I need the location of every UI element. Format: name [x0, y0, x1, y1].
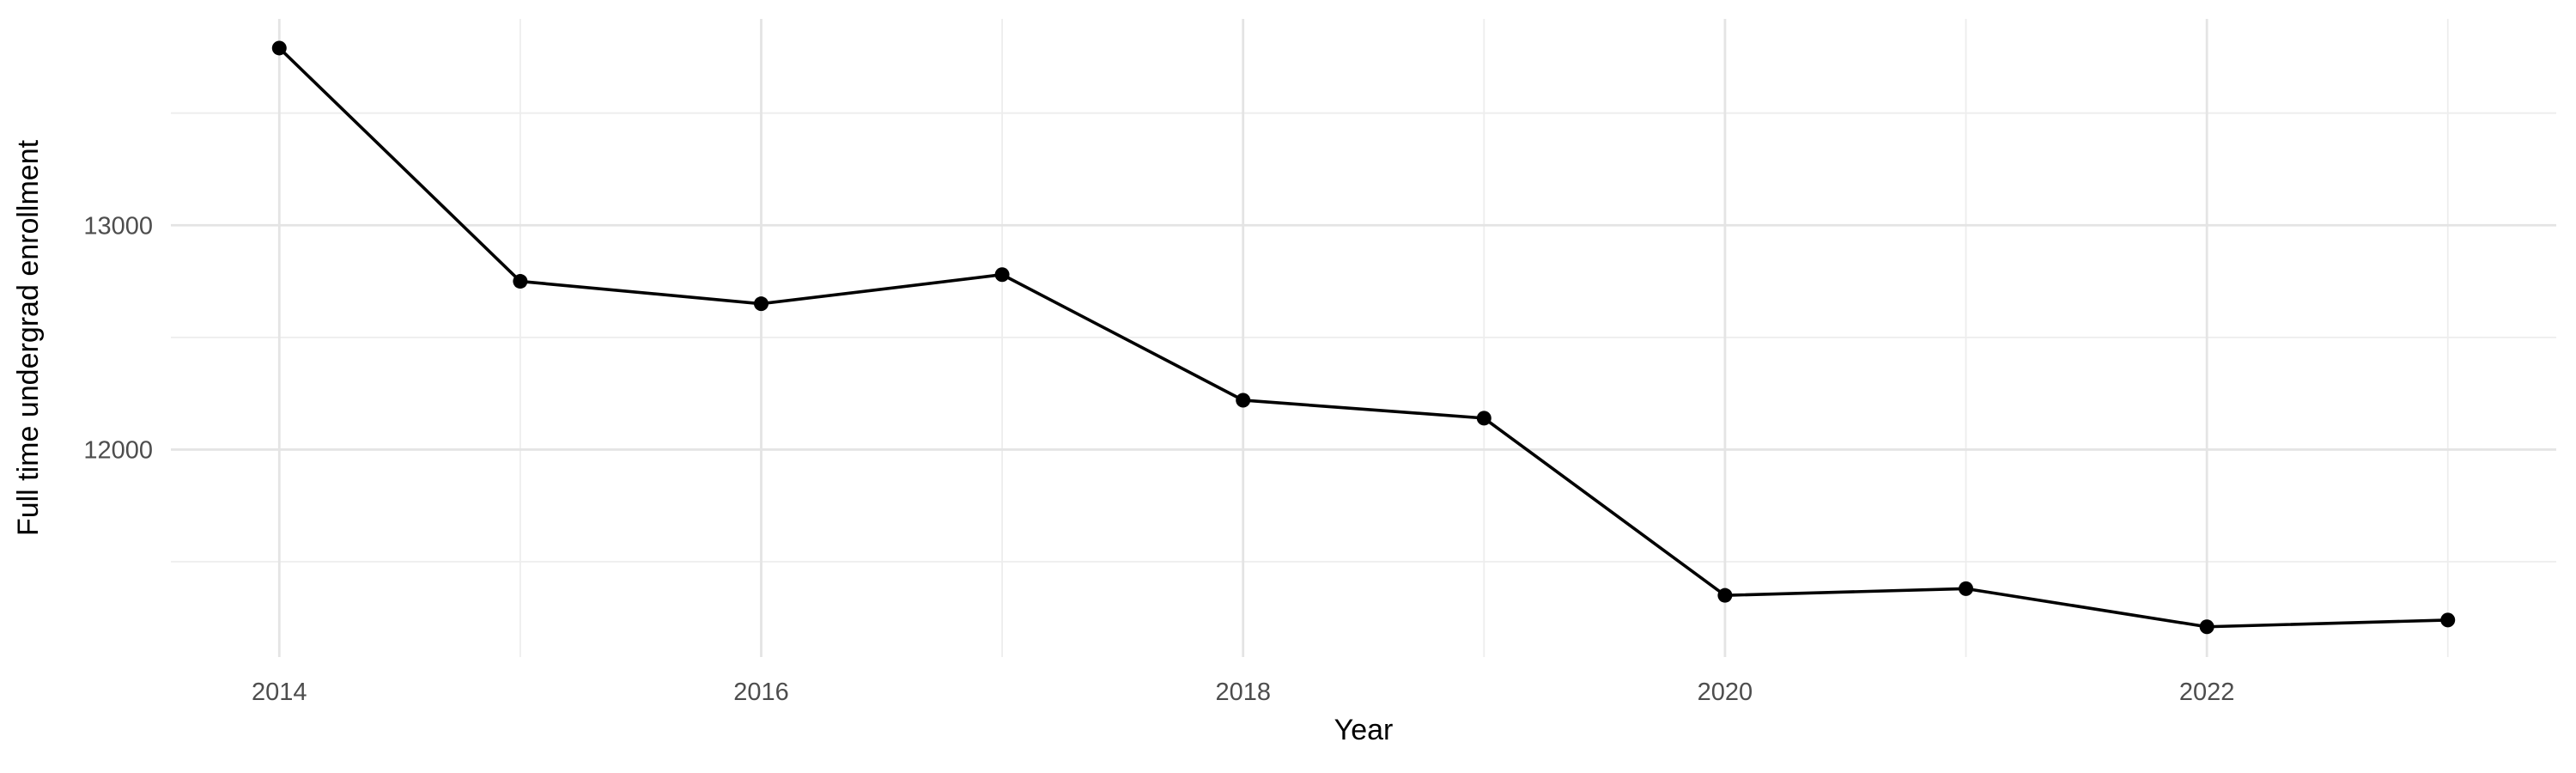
data-series-points — [271, 40, 2456, 635]
data-point-2022 — [2199, 619, 2215, 635]
x-tick-label-2022: 2022 — [2179, 679, 2235, 706]
data-point-2020 — [1717, 587, 1733, 603]
y-axis-tick-labels: 12000 13000 — [83, 212, 153, 464]
data-series-line — [278, 46, 2448, 629]
data-point-2021 — [1959, 581, 1974, 596]
x-axis-tick-labels: 2014 2016 2018 2020 2022 — [252, 679, 2234, 706]
x-tick-label-2018: 2018 — [1215, 679, 1271, 706]
y-axis-title: Full time undergrad enrollment — [12, 139, 45, 536]
enrollment-trend-line — [278, 46, 2448, 629]
x-tick-label-2016: 2016 — [733, 679, 789, 706]
x-tick-label-2014: 2014 — [252, 679, 307, 706]
x-axis-title: Year — [1334, 714, 1394, 746]
data-point-2018 — [1236, 393, 1251, 408]
x-tick-label-2020: 2020 — [1698, 679, 1753, 706]
y-tick-label-12000: 12000 — [83, 437, 153, 465]
data-point-2017 — [994, 267, 1010, 283]
data-point-2015 — [513, 274, 528, 289]
y-tick-label-13000: 13000 — [83, 212, 153, 240]
gridlines-minor — [171, 19, 2556, 657]
gridlines-major — [171, 19, 2556, 657]
data-point-2019 — [1476, 411, 1492, 426]
data-point-2023 — [2440, 612, 2456, 628]
data-point-2014 — [271, 40, 287, 56]
data-point-2016 — [753, 296, 769, 312]
